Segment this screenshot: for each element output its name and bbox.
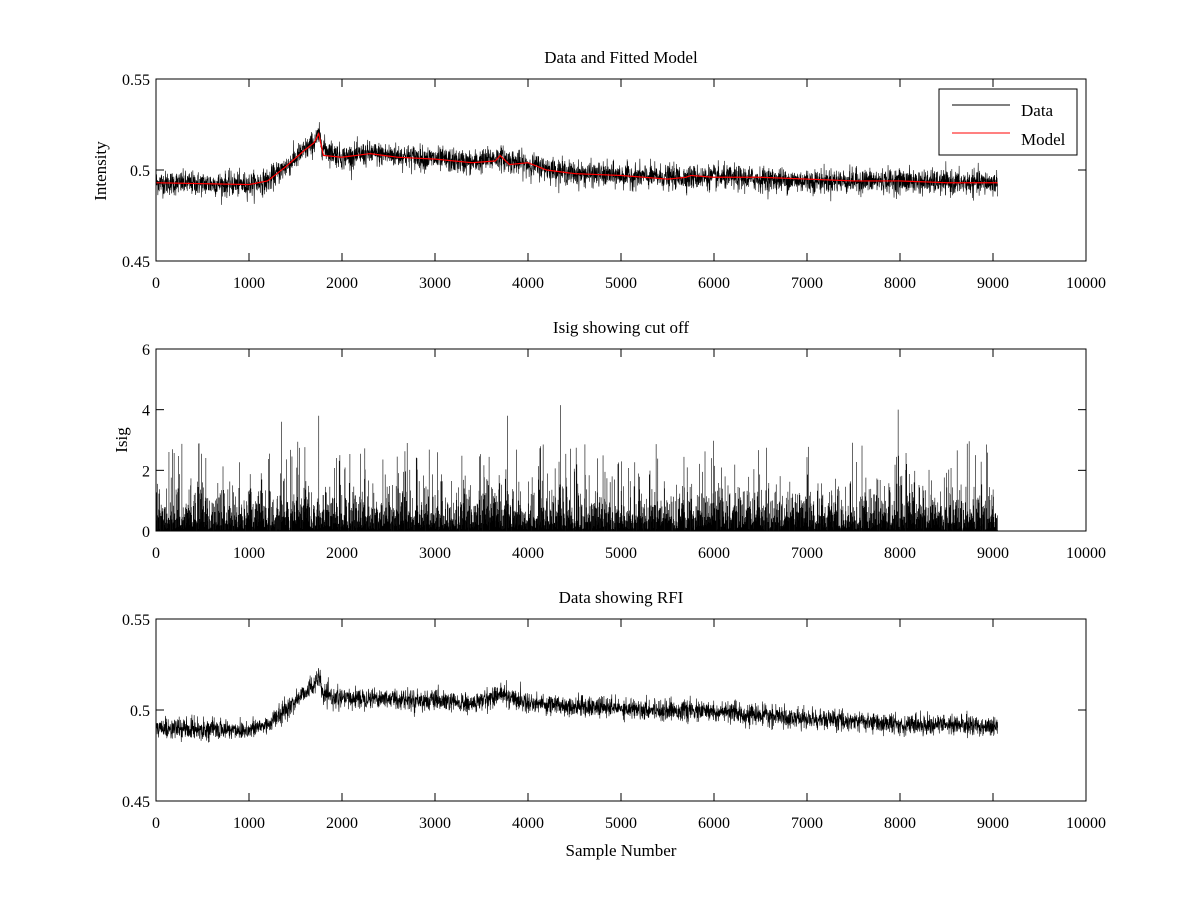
x-tick-label: 4000: [512, 545, 544, 562]
x-tick-label: 2000: [326, 545, 358, 562]
x-tick-label: 9000: [977, 815, 1009, 832]
series-line-isig: [156, 405, 998, 531]
x-tick-label: 9000: [977, 275, 1009, 292]
x-tick-label: 1000: [233, 275, 265, 292]
x-tick-label: 1000: [233, 545, 265, 562]
x-tick-label: 8000: [884, 275, 916, 292]
axes-layer: 0 1000 2000 3000 4000 5000 6000 7000 8000 9000 100…: [122, 72, 1106, 292]
x-tick-label: 10000: [1066, 545, 1106, 562]
isig-panel: Isig showing cut off Isig 0 1000 2000 3000 4…: [112, 318, 1106, 562]
legend-label-data: Data: [1021, 101, 1054, 120]
y-tick-label: 0.5: [130, 163, 150, 180]
x-tick-label: 0: [152, 815, 160, 832]
x-tick-label: 3000: [419, 275, 451, 292]
x-tick-label: 4000: [512, 815, 544, 832]
x-tick-label: 6000: [698, 545, 730, 562]
intensity-panel: Data and Fitted Model Intensity 0 1000 200…: [91, 48, 1106, 292]
y-tick-label: 0.55: [122, 612, 150, 629]
x-tick-label: 0: [152, 275, 160, 292]
x-tick-label: 9000: [977, 545, 1009, 562]
x-tick-label: 5000: [605, 545, 637, 562]
series-line-data: [156, 668, 998, 743]
legend-box: [938, 88, 1078, 156]
panel-title: Data showing RFI: [559, 588, 684, 607]
panel-title: Data and Fitted Model: [544, 48, 698, 67]
axes-layer: 0 1000 2000 3000 4000 5000 6000 7000 8000 9000 100…: [122, 612, 1106, 832]
x-tick-label: 7000: [791, 545, 823, 562]
legend-label-model: Model: [1021, 130, 1066, 149]
y-tick-label: 2: [142, 463, 150, 480]
y-axis-label: Isig: [112, 427, 131, 453]
y-axis-label: Intensity: [91, 141, 110, 201]
x-tick-label: 8000: [884, 815, 916, 832]
rfi-panel: Data showing RFI Sample Number 0 1000 2000…: [122, 588, 1106, 860]
x-tick-label: 6000: [698, 275, 730, 292]
y-tick-label: 4: [142, 403, 150, 420]
x-tick-label: 7000: [791, 815, 823, 832]
x-tick-label: 10000: [1066, 815, 1106, 832]
y-tick-label: 0.5: [130, 703, 150, 720]
x-tick-label: 3000: [419, 545, 451, 562]
series-layer: [156, 122, 998, 205]
y-tick-label: 0.45: [122, 794, 150, 811]
x-tick-label: 3000: [419, 815, 451, 832]
y-tick-label: 0.45: [122, 254, 150, 271]
y-tick-label: 6: [142, 342, 150, 359]
panel-title: Isig showing cut off: [553, 318, 689, 337]
x-tick-label: 0: [152, 545, 160, 562]
x-tick-label: 4000: [512, 275, 544, 292]
x-tick-label: 1000: [233, 815, 265, 832]
x-tick-label: 2000: [326, 815, 358, 832]
series-line-data: [156, 122, 998, 205]
y-tick-label: 0: [142, 524, 150, 541]
x-tick-label: 6000: [698, 815, 730, 832]
axes-layer: 0 1000 2000 3000 4000 5000 6000 7000 8000 9000 100…: [142, 342, 1106, 562]
x-tick-label: 10000: [1066, 275, 1106, 292]
x-tick-label: 7000: [791, 275, 823, 292]
series-layer: [156, 668, 998, 743]
y-tick-label: 0.55: [122, 72, 150, 89]
x-axis-label: Sample Number: [566, 841, 677, 860]
series-layer: [156, 405, 998, 531]
legend: Data Model: [938, 88, 1078, 156]
x-tick-label: 8000: [884, 545, 916, 562]
x-tick-label: 2000: [326, 275, 358, 292]
x-tick-label: 5000: [605, 275, 637, 292]
x-tick-label: 5000: [605, 815, 637, 832]
series-line-model: [156, 131, 998, 186]
